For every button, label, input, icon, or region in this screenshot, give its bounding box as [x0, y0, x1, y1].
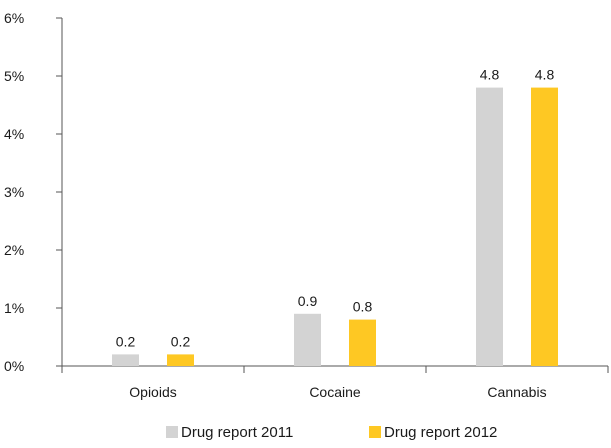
data-label: 0.2 [116, 333, 136, 349]
bar-cannabis-series-2 [531, 87, 558, 366]
x-tick-label: Cannabis [487, 384, 546, 400]
y-tick-label: 0% [4, 358, 24, 374]
y-tick-label: 6% [4, 10, 24, 26]
x-tick-label: Cocaine [309, 384, 361, 400]
data-label: 0.2 [171, 333, 191, 349]
legend-swatch [369, 426, 381, 438]
data-labels: 0.2 0.2 0.9 0.8 4.8 4.8 [116, 67, 555, 350]
bar-opioids-series-1 [112, 354, 139, 366]
x-axis-ticks: Opioids Cocaine Cannabis [61, 366, 609, 400]
bar-opioids-series-2 [167, 354, 194, 366]
y-tick-label: 3% [4, 184, 24, 200]
bar-cannabis-series-1 [476, 87, 503, 366]
y-tick-label: 1% [4, 300, 24, 316]
bar-cocaine-series-2 [349, 319, 376, 366]
data-label: 4.8 [480, 67, 500, 83]
data-label: 0.8 [353, 299, 373, 315]
y-tick-label: 5% [4, 68, 24, 84]
legend: Drug report 2011 Drug report 2012 [166, 424, 497, 441]
y-tick-label: 2% [4, 242, 24, 258]
x-tick-label: Opioids [129, 384, 176, 400]
y-tick-label: 4% [4, 126, 24, 142]
data-label: 0.9 [298, 293, 318, 309]
legend-label: Drug report 2012 [384, 424, 497, 441]
data-label: 4.8 [535, 67, 555, 83]
legend-swatch [166, 426, 178, 438]
bar-cocaine-series-1 [294, 313, 321, 366]
legend-label: Drug report 2011 [181, 424, 293, 441]
bars [112, 87, 558, 366]
y-axis-ticks: 0% 1% 2% 3% 4% 5% 6% [4, 10, 62, 374]
